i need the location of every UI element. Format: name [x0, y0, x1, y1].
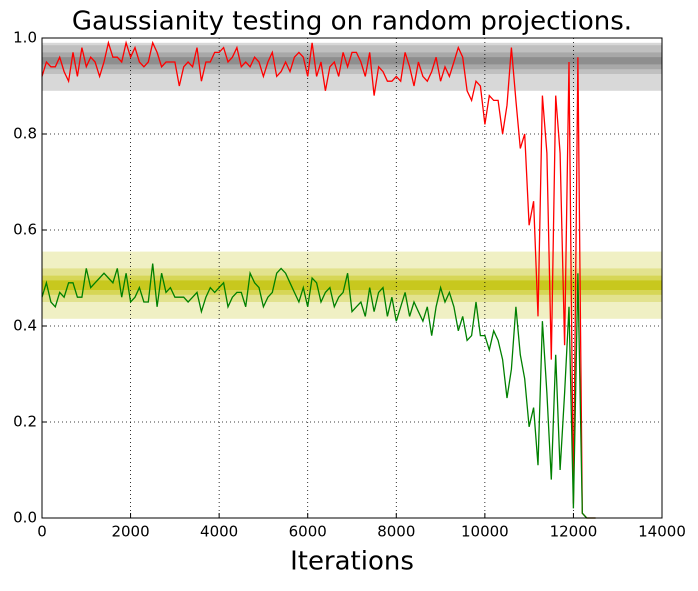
- y-tick-label: 0.6: [13, 221, 37, 239]
- chart-title: Gaussianity testing on random projection…: [72, 7, 632, 37]
- x-tick-label: 0: [37, 523, 47, 541]
- y-tick-label: 0.0: [13, 509, 37, 527]
- x-tick-label: 2000: [111, 523, 149, 541]
- y-tick-label: 0.4: [13, 317, 37, 335]
- x-tick-label: 8000: [377, 523, 415, 541]
- x-tick-label: 6000: [289, 523, 327, 541]
- band: [42, 57, 662, 65]
- band: [42, 280, 662, 290]
- series-line: [41, 40, 596, 519]
- y-tick-label: 1.0: [13, 29, 37, 47]
- y-tick-label: 0.2: [13, 413, 37, 431]
- x-tick-label: 4000: [200, 523, 238, 541]
- series-line: [41, 263, 596, 519]
- x-axis-label: Iterations: [290, 547, 414, 577]
- y-tick-label: 0.8: [13, 125, 37, 143]
- plot-frame: [41, 37, 663, 519]
- x-tick-label: 12000: [550, 523, 598, 541]
- x-tick-label: 10000: [461, 523, 509, 541]
- x-tick-label: 14000: [638, 523, 686, 541]
